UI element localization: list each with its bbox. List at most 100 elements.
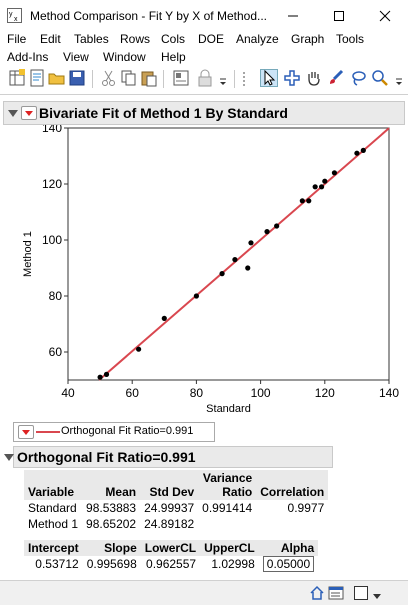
menu-edit[interactable]: Edit xyxy=(40,32,61,46)
scatter-plot[interactable]: 40 60 80 100 120 140 60 80 100 120 140 Standard M… xyxy=(0,125,408,415)
menu-graph[interactable]: Graph xyxy=(291,32,325,46)
column-header[interactable]: Std Dev xyxy=(140,470,199,500)
y-tick-label: 140 xyxy=(42,125,62,135)
table-cell: 0.995698 xyxy=(86,557,137,571)
menu-add-ins[interactable]: Add-Ins xyxy=(7,50,49,64)
data-point[interactable] xyxy=(331,170,338,176)
x-tick-label: 120 xyxy=(315,386,335,400)
handle-icon xyxy=(242,69,260,87)
toolbar-overflow-icon[interactable] xyxy=(394,69,404,87)
new-data-table-icon[interactable] xyxy=(8,69,26,87)
maximize-button[interactable] xyxy=(316,0,362,32)
copy-icon[interactable] xyxy=(120,69,138,87)
magnifier-tool-icon[interactable] xyxy=(371,69,389,87)
alpha-input[interactable]: 0.05000 xyxy=(262,556,315,572)
save-icon[interactable] xyxy=(68,69,86,87)
home-icon[interactable] xyxy=(309,585,325,604)
report-option-checkbox[interactable] xyxy=(354,586,368,603)
plot-frame[interactable] xyxy=(67,127,390,381)
column-header[interactable]: Mean xyxy=(82,470,141,500)
toolbar-overflow-icon[interactable] xyxy=(218,69,228,87)
chevron-down-icon[interactable] xyxy=(372,590,382,604)
data-point[interactable] xyxy=(136,346,142,352)
table-cell xyxy=(256,516,328,532)
cut-icon[interactable] xyxy=(100,69,118,87)
x-tick-label: 100 xyxy=(251,386,271,400)
bivariate-fit-outline-header[interactable]: Bivariate Fit of Method 1 By Standard xyxy=(3,101,405,125)
data-point[interactable] xyxy=(97,374,103,380)
menu-analyze[interactable]: Analyze xyxy=(236,32,279,46)
column-header[interactable]: Intercept xyxy=(24,540,83,556)
menu-doe[interactable]: DOE xyxy=(198,32,225,46)
red-triangle-menu-icon[interactable] xyxy=(18,425,34,439)
red-triangle-menu-icon[interactable] xyxy=(21,106,37,120)
data-point[interactable] xyxy=(274,223,280,229)
disclosure-triangle-icon[interactable] xyxy=(4,454,14,461)
data-point[interactable] xyxy=(103,371,110,377)
open-icon[interactable] xyxy=(48,69,66,87)
column-header[interactable]: Correlation xyxy=(256,470,329,500)
x-tick-label: 60 xyxy=(126,386,140,400)
data-point[interactable] xyxy=(161,315,167,321)
status-bar xyxy=(0,580,408,605)
lasso-tool-icon[interactable] xyxy=(349,69,367,87)
menu-help[interactable]: Help xyxy=(161,50,186,64)
grabber-hand-icon[interactable] xyxy=(305,69,323,87)
data-point[interactable] xyxy=(360,147,366,153)
toolbar-separator xyxy=(92,70,93,88)
column-header[interactable]: Alpha xyxy=(258,540,319,556)
data-point[interactable] xyxy=(232,257,238,263)
y-tick-label: 60 xyxy=(49,345,63,359)
table-cell: 24.89182 xyxy=(144,517,195,531)
column-header[interactable]: Slope xyxy=(82,540,141,556)
orthogonal-fit-line[interactable] xyxy=(98,127,390,381)
data-point[interactable] xyxy=(248,240,254,246)
data-point[interactable] xyxy=(245,265,251,271)
menu-cols[interactable]: Cols xyxy=(161,32,186,46)
y-tick-label: 100 xyxy=(42,233,62,247)
menu-tables[interactable]: Tables xyxy=(74,32,109,46)
variable-stats-table: Variable Mean Std Dev Variance Ratio Corr… xyxy=(24,470,329,532)
disclosure-triangle-icon[interactable] xyxy=(8,110,18,117)
data-point[interactable] xyxy=(193,293,199,299)
paste-icon[interactable] xyxy=(140,69,158,87)
menu-view[interactable]: View xyxy=(63,50,89,64)
crosshair-tool-icon[interactable] xyxy=(283,69,301,87)
data-point[interactable] xyxy=(264,229,270,235)
report-title: Bivariate Fit of Method 1 By Standard xyxy=(39,105,288,121)
new-script-icon[interactable] xyxy=(28,69,46,87)
menu-tools[interactable]: Tools xyxy=(336,32,365,46)
data-point[interactable] xyxy=(354,150,360,156)
menu-rows[interactable]: Rows xyxy=(120,32,151,46)
column-header[interactable]: LowerCL xyxy=(140,540,201,556)
toolbar xyxy=(0,67,408,91)
data-point[interactable] xyxy=(318,184,325,190)
data-point[interactable] xyxy=(306,198,312,204)
x-tick-label: 80 xyxy=(190,386,204,400)
alpha-cell[interactable]: 0.05000 xyxy=(259,556,318,572)
data-point[interactable] xyxy=(219,271,225,277)
data-point[interactable] xyxy=(322,178,328,184)
window-list-icon[interactable] xyxy=(328,585,344,604)
close-button[interactable] xyxy=(362,0,408,32)
data-point[interactable] xyxy=(312,184,318,190)
menu-window[interactable]: Window xyxy=(103,50,146,64)
data-point[interactable] xyxy=(299,198,305,204)
minimize-button[interactable] xyxy=(270,0,316,32)
arrow-tool-icon[interactable] xyxy=(260,69,278,87)
orthogonal-fit-outline-header[interactable]: Orthogonal Fit Ratio=0.991 xyxy=(4,446,333,468)
table-cell: 0.962557 xyxy=(146,557,197,571)
brush-tool-icon[interactable] xyxy=(327,69,345,87)
svg-text:y: y xyxy=(9,11,13,18)
menu-file[interactable]: File xyxy=(7,32,27,46)
column-header[interactable]: Variance Ratio xyxy=(198,470,257,500)
y-axis-label[interactable]: Method 1 xyxy=(22,231,34,277)
journal-icon[interactable] xyxy=(172,69,190,87)
lock-icon[interactable] xyxy=(196,69,214,87)
column-header[interactable]: Variable xyxy=(24,470,83,500)
x-axis-label[interactable]: Standard xyxy=(206,403,251,415)
table-cell: 0.9977 xyxy=(287,501,325,515)
table-row: 0.53712 0.995698 0.962557 1.02998 0.0500… xyxy=(24,556,318,572)
column-header[interactable]: UpperCL xyxy=(200,540,259,556)
